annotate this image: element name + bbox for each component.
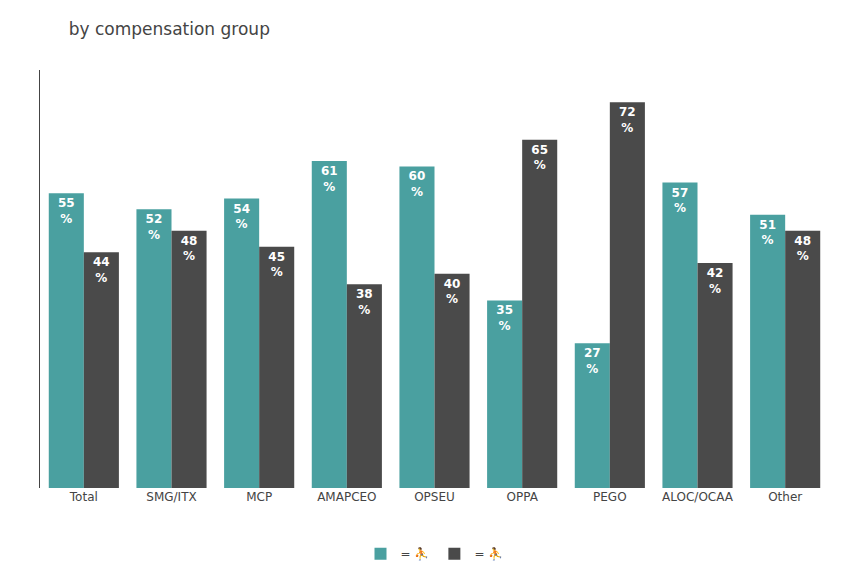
svg-text:OPSEU: OPSEU — [414, 490, 455, 504]
svg-text:48%: 48% — [794, 234, 811, 264]
svg-text:by compensation group: by compensation group — [69, 19, 270, 39]
svg-text:= ⛹: = ⛹ — [474, 546, 503, 561]
svg-text:27%: 27% — [584, 346, 601, 376]
svg-text:= ⛹: = ⛹ — [401, 546, 430, 561]
svg-text:SMG/ITX: SMG/ITX — [146, 490, 196, 504]
svg-text:AMAPCEO: AMAPCEO — [317, 490, 376, 504]
svg-text:45%: 45% — [268, 250, 285, 280]
svg-text:52%: 52% — [146, 212, 163, 242]
svg-text:38%: 38% — [356, 287, 373, 317]
svg-text:72%: 72% — [619, 105, 636, 135]
svg-text:51%: 51% — [759, 218, 776, 248]
svg-text:60%: 60% — [409, 169, 426, 199]
svg-text:Total: Total — [69, 490, 98, 504]
svg-text:MCP: MCP — [246, 490, 272, 504]
svg-text:57%: 57% — [672, 186, 689, 216]
svg-text:61%: 61% — [321, 164, 338, 194]
svg-text:OPPA: OPPA — [506, 490, 538, 504]
svg-text:ALOC/OCAA: ALOC/OCAA — [662, 490, 734, 504]
svg-text:Other: Other — [768, 490, 802, 504]
svg-text:42%: 42% — [707, 266, 724, 296]
svg-text:55%: 55% — [58, 196, 75, 226]
svg-text:40%: 40% — [444, 277, 461, 307]
svg-text:48%: 48% — [181, 234, 198, 264]
svg-text:54%: 54% — [233, 202, 250, 232]
svg-text:65%: 65% — [531, 143, 548, 173]
svg-text:PEGO: PEGO — [593, 490, 627, 504]
svg-text:44%: 44% — [93, 255, 110, 285]
svg-text:35%: 35% — [496, 303, 513, 333]
